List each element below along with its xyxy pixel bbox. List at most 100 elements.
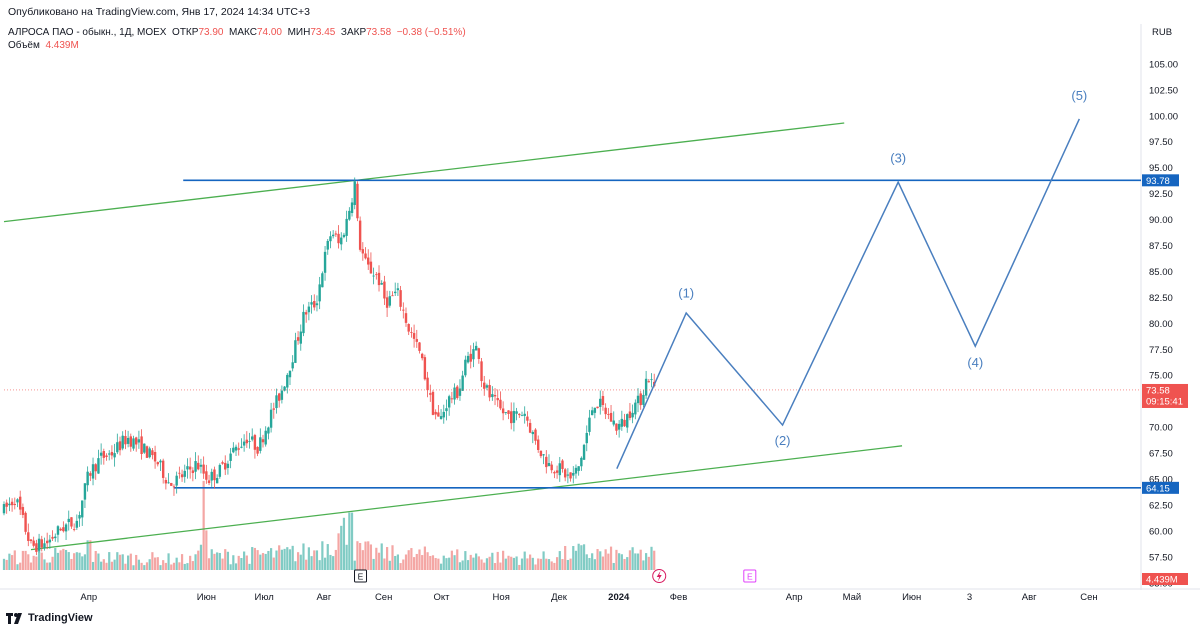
candle-body <box>164 479 168 484</box>
volume-bar <box>450 550 453 570</box>
candle-body <box>485 385 489 388</box>
channel-lower-line[interactable] <box>30 445 903 551</box>
volume-bar <box>89 540 92 570</box>
volume-bar <box>213 553 216 570</box>
candle-body <box>367 257 370 265</box>
candle-body <box>56 526 60 535</box>
volume-bar <box>191 561 194 570</box>
volume-bar <box>19 562 22 570</box>
volume-bar <box>207 558 211 570</box>
volume-bar <box>272 557 275 570</box>
volume-bar <box>13 550 16 570</box>
volume-bar <box>240 558 243 570</box>
candle-body <box>469 353 472 362</box>
volume-bar <box>359 542 362 570</box>
volume-bar <box>329 554 332 570</box>
candle-body <box>135 437 138 445</box>
candle-body <box>326 240 329 250</box>
candle-body <box>199 464 203 467</box>
volume-bar <box>91 561 95 570</box>
volume-bar <box>116 552 119 570</box>
candle-body <box>601 396 605 406</box>
earnings-marker[interactable] <box>354 569 368 583</box>
candle-body <box>296 337 300 341</box>
candle-body <box>391 295 394 297</box>
candle-body <box>617 423 621 430</box>
volume-bar <box>294 561 297 570</box>
volume-bar <box>224 549 227 570</box>
y-tick-label: 67.50 <box>1149 449 1173 460</box>
candle-body <box>491 394 494 398</box>
symbol-legend: АЛРОСА ПАО - обыкн., 1Д, MOEX ОТКР73.90 … <box>8 26 466 52</box>
candle-body <box>445 408 448 412</box>
volume-bar <box>367 541 370 570</box>
volume-bar <box>348 512 351 570</box>
volume-bar <box>167 553 170 570</box>
candle-body <box>429 393 432 395</box>
volume-bar <box>229 564 232 570</box>
volume-bar <box>650 546 653 570</box>
y-tick-label: 60.00 <box>1149 526 1173 537</box>
candle-body <box>345 218 348 236</box>
wave-label: (5) <box>1071 88 1087 103</box>
volume-bar <box>442 555 445 570</box>
volume-bar <box>582 544 586 570</box>
close-value: 73.58 <box>366 27 392 38</box>
candle-body <box>215 478 219 484</box>
volume-bar <box>108 552 111 570</box>
candle-body <box>350 202 354 214</box>
candle-body <box>410 332 413 333</box>
volume-bar <box>210 549 213 570</box>
candle-body <box>626 414 629 428</box>
candle-body <box>321 273 324 288</box>
symbol-text[interactable]: АЛРОСА ПАО - обыкн., 1Д, MOEX <box>8 27 167 38</box>
volume-bar <box>437 558 440 570</box>
candle-body <box>272 408 275 410</box>
last-volume-tag <box>1142 573 1188 585</box>
volume-bar <box>129 553 132 570</box>
candle-body <box>37 538 41 551</box>
volume-bar <box>461 560 464 570</box>
candle-body <box>178 472 181 474</box>
volume-bar <box>394 555 397 570</box>
earnings-marker[interactable] <box>743 569 757 583</box>
candle-body <box>121 435 124 449</box>
candle-body <box>191 470 195 474</box>
candle-body <box>593 407 597 413</box>
candle-body <box>126 437 130 444</box>
volume-bar <box>480 559 483 570</box>
volume-bar <box>507 555 510 570</box>
volume-bar <box>515 556 518 570</box>
candle-body <box>194 461 197 472</box>
candle-body <box>229 453 232 461</box>
volume-bar <box>620 554 623 570</box>
candle-body <box>269 409 273 428</box>
candle-body <box>528 422 532 433</box>
volume-bar <box>512 557 516 570</box>
candle-body <box>558 463 561 476</box>
candle-body <box>580 457 583 467</box>
candle-body <box>140 436 143 455</box>
candle-body <box>67 518 70 523</box>
channel-upper-line[interactable] <box>3 122 845 223</box>
candle-body <box>569 472 572 479</box>
volume-bar <box>145 562 149 570</box>
candle-body <box>547 462 551 466</box>
x-tick-label: Авг <box>316 592 331 603</box>
volume-bar <box>313 550 316 570</box>
volume-bar <box>318 560 321 570</box>
candle-body <box>226 463 230 468</box>
candle-body <box>420 353 424 359</box>
volume-bar <box>269 548 273 570</box>
tradingview-logo-icon <box>6 612 22 624</box>
volume-bar <box>628 550 632 570</box>
level-price-label: 93.78 <box>1146 176 1170 187</box>
volume-bar <box>310 556 313 570</box>
volume-bar <box>569 558 572 570</box>
elliott-wave-projection[interactable] <box>616 118 1081 469</box>
volume-bar <box>256 550 259 570</box>
volume-bar <box>550 561 553 570</box>
volume-bar <box>37 551 41 570</box>
volume-bar <box>94 550 97 570</box>
